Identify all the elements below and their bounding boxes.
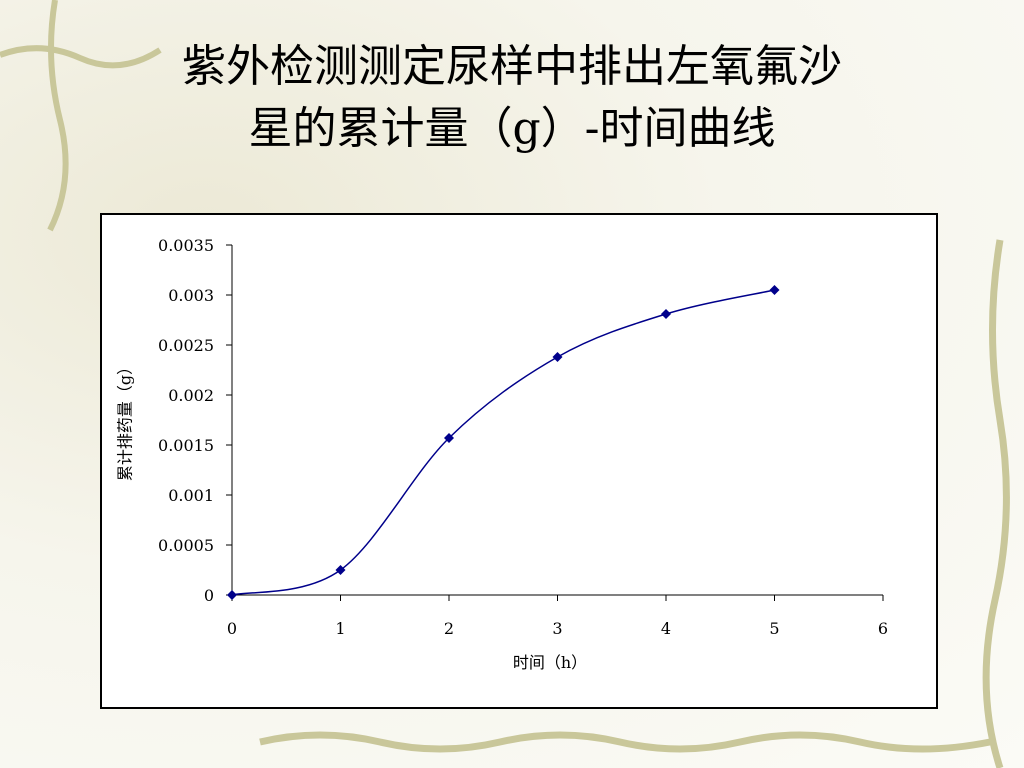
- y-tick-label: 0.002: [168, 386, 214, 405]
- y-tick-label: 0.0015: [158, 436, 214, 455]
- x-tick-label: 5: [769, 619, 779, 638]
- x-axis-label: 时间（h）: [513, 653, 587, 672]
- title-line: 紫外检测测定尿样中排出左氧氟沙: [182, 41, 842, 92]
- y-tick-label: 0.001: [168, 486, 214, 505]
- y-tick-label: 0.003: [168, 286, 214, 305]
- y-tick-label: 0: [204, 586, 214, 605]
- x-tick-label: 4: [661, 619, 671, 638]
- x-tick-label: 0: [227, 619, 237, 638]
- marker: [335, 565, 346, 575]
- x-tick-label: 6: [878, 619, 888, 638]
- marker: [444, 433, 454, 443]
- x-tick-label: 3: [552, 619, 562, 638]
- marker: [661, 309, 671, 319]
- title: 紫外检测测定尿样中排出左氧氟沙 星的累计量（g）-时间曲线: [40, 36, 984, 160]
- line: [231, 289, 775, 596]
- marker: [227, 590, 237, 600]
- y-axis-label: 累计排药量（g）: [116, 359, 135, 481]
- y-tick-label: 0.0035: [158, 236, 214, 255]
- chart-frame: [100, 213, 938, 709]
- title-line: 星的累计量（g）-时间曲线: [248, 103, 776, 154]
- x-tick-label: 2: [444, 619, 454, 638]
- x-tick-label: 1: [335, 619, 345, 638]
- marker: [552, 352, 563, 362]
- marker: [769, 285, 780, 295]
- y-tick-label: 0.0005: [158, 536, 214, 555]
- y-tick-label: 0.0025: [158, 336, 214, 355]
